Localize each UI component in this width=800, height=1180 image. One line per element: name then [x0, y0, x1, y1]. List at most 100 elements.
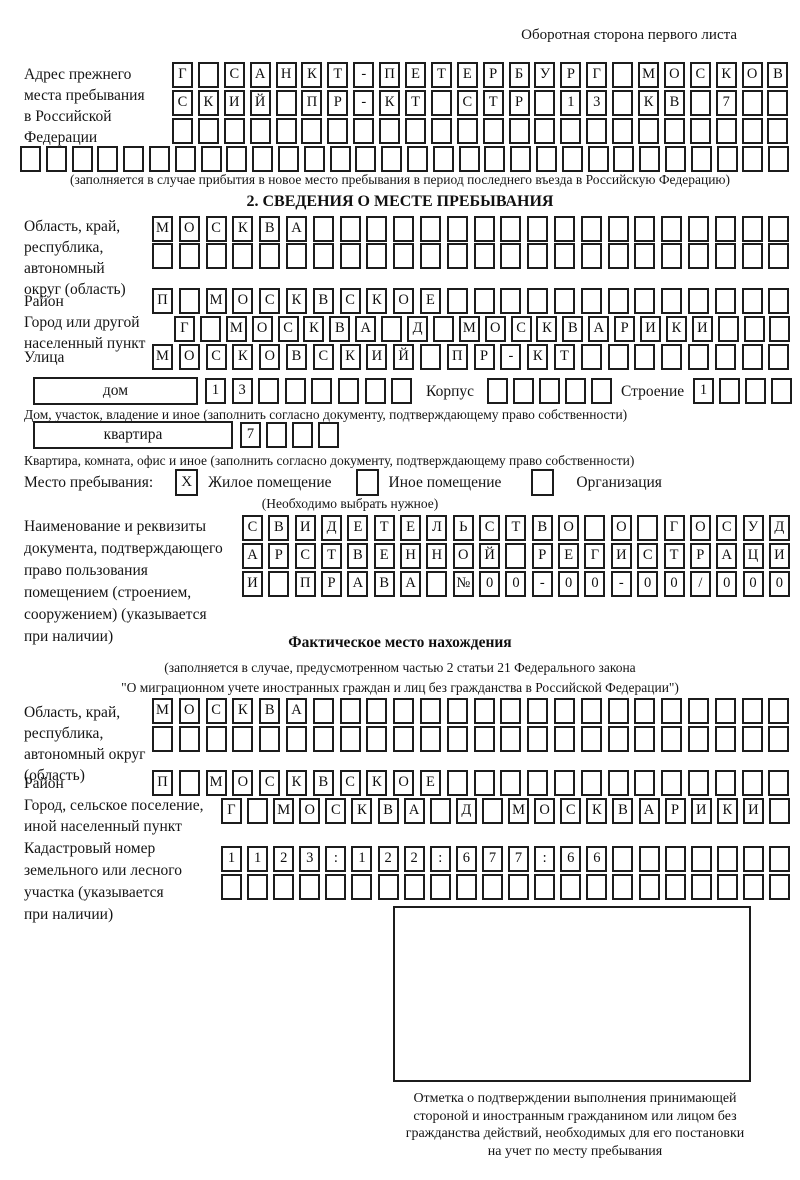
char-cell[interactable]: Т: [373, 515, 395, 541]
char-cell[interactable]: А: [285, 698, 307, 724]
char-cell[interactable]: 0: [584, 571, 606, 597]
char-cell[interactable]: [301, 118, 323, 144]
char-cell[interactable]: [527, 726, 549, 752]
char-cell[interactable]: [639, 146, 661, 172]
char-cell[interactable]: 3: [586, 90, 608, 116]
char-cell[interactable]: [717, 316, 739, 342]
char-cell[interactable]: В: [268, 515, 290, 541]
char-cell[interactable]: [232, 243, 254, 269]
char-cell[interactable]: [473, 698, 495, 724]
char-cell[interactable]: [767, 118, 789, 144]
char-cell[interactable]: И: [690, 798, 712, 824]
char-cell[interactable]: [607, 726, 629, 752]
char-cell[interactable]: [527, 216, 549, 242]
char-cell[interactable]: [687, 216, 709, 242]
char-cell[interactable]: В: [562, 316, 584, 342]
char-cell[interactable]: 2: [273, 846, 295, 872]
char-cell[interactable]: 7: [508, 846, 530, 872]
char-cell[interactable]: К: [197, 90, 219, 116]
char-cell[interactable]: [512, 378, 534, 404]
char-cell[interactable]: [419, 726, 441, 752]
char-cell[interactable]: [690, 146, 712, 172]
char-cell[interactable]: [312, 243, 334, 269]
char-cell[interactable]: А: [403, 798, 425, 824]
char-cell[interactable]: О: [663, 62, 685, 88]
char-cell[interactable]: С: [689, 62, 711, 88]
char-cell[interactable]: Д: [407, 316, 429, 342]
char-cell[interactable]: [584, 515, 606, 541]
char-cell[interactable]: Д: [768, 515, 790, 541]
char-cell[interactable]: А: [400, 571, 422, 597]
char-cell[interactable]: [716, 874, 738, 900]
char-cell[interactable]: [664, 846, 686, 872]
char-cell[interactable]: [535, 146, 557, 172]
char-cell[interactable]: [553, 726, 575, 752]
char-cell[interactable]: [20, 146, 41, 172]
char-cell[interactable]: [553, 698, 575, 724]
char-cell[interactable]: С: [205, 344, 227, 370]
char-cell[interactable]: И: [742, 798, 764, 824]
char-cell[interactable]: 1: [221, 846, 242, 872]
char-cell[interactable]: [768, 874, 790, 900]
char-cell[interactable]: С: [205, 698, 227, 724]
char-cell[interactable]: [152, 726, 173, 752]
char-cell[interactable]: Н: [275, 62, 297, 88]
char-cell[interactable]: [634, 344, 656, 370]
char-cell[interactable]: [527, 770, 549, 796]
char-cell[interactable]: [500, 216, 522, 242]
char-cell[interactable]: [687, 770, 709, 796]
char-cell[interactable]: [45, 146, 67, 172]
char-cell[interactable]: [252, 146, 274, 172]
char-cell[interactable]: [221, 874, 242, 900]
char-cell[interactable]: [741, 243, 763, 269]
char-cell[interactable]: С: [242, 515, 263, 541]
char-cell[interactable]: [311, 378, 333, 404]
char-cell[interactable]: В: [312, 770, 334, 796]
char-cell[interactable]: М: [205, 770, 227, 796]
char-cell[interactable]: [607, 288, 629, 314]
char-cell[interactable]: [508, 874, 530, 900]
char-cell[interactable]: О: [452, 543, 474, 569]
char-cell[interactable]: В: [767, 62, 789, 88]
char-cell[interactable]: [607, 344, 629, 370]
char-cell[interactable]: [741, 90, 763, 116]
char-cell[interactable]: Т: [405, 90, 427, 116]
char-cell[interactable]: Т: [430, 62, 452, 88]
char-cell[interactable]: [634, 770, 656, 796]
char-cell[interactable]: [247, 874, 269, 900]
char-cell[interactable]: [580, 243, 602, 269]
char-cell[interactable]: [366, 216, 388, 242]
char-cell[interactable]: М: [205, 288, 227, 314]
char-cell[interactable]: [205, 726, 227, 752]
char-cell[interactable]: [312, 698, 334, 724]
char-cell[interactable]: К: [716, 798, 738, 824]
char-cell[interactable]: [249, 118, 271, 144]
char-cell[interactable]: [661, 344, 683, 370]
char-cell[interactable]: [741, 770, 763, 796]
char-cell[interactable]: К: [536, 316, 558, 342]
char-cell[interactable]: С: [259, 770, 281, 796]
char-cell[interactable]: Р: [531, 543, 553, 569]
char-cell[interactable]: Д: [455, 798, 477, 824]
char-cell[interactable]: П: [301, 90, 323, 116]
char-cell[interactable]: И: [223, 90, 245, 116]
char-cell[interactable]: [553, 288, 575, 314]
char-cell[interactable]: 0: [663, 571, 685, 597]
char-cell[interactable]: С: [560, 798, 582, 824]
char-cell[interactable]: К: [303, 316, 325, 342]
char-cell[interactable]: О: [299, 798, 321, 824]
char-cell[interactable]: [527, 288, 549, 314]
char-cell[interactable]: Р: [664, 798, 686, 824]
char-cell[interactable]: [560, 118, 582, 144]
char-cell[interactable]: С: [294, 543, 316, 569]
char-cell[interactable]: [553, 770, 575, 796]
char-cell[interactable]: К: [379, 90, 401, 116]
char-cell[interactable]: [607, 243, 629, 269]
char-cell[interactable]: П: [294, 571, 316, 597]
char-cell[interactable]: [473, 770, 495, 796]
char-cell[interactable]: [432, 146, 454, 172]
char-cell[interactable]: [744, 378, 766, 404]
char-cell[interactable]: [580, 726, 602, 752]
char-cell[interactable]: К: [301, 62, 323, 88]
char-cell[interactable]: [716, 846, 738, 872]
